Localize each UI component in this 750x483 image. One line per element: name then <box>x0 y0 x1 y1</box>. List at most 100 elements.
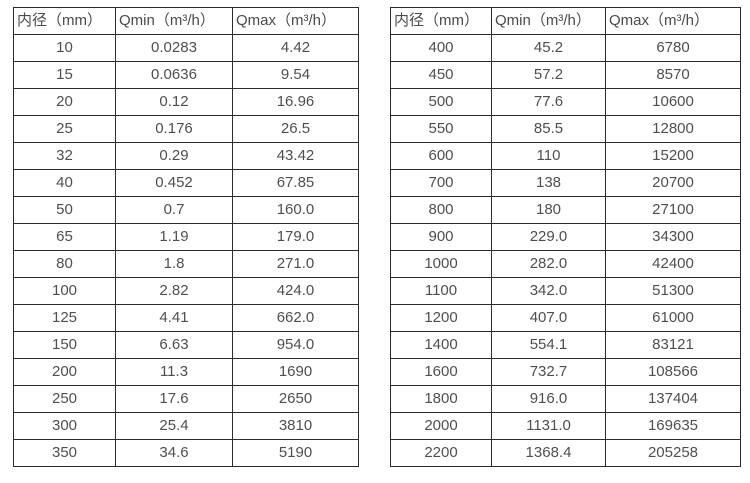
table-cell: 83121 <box>605 331 741 359</box>
table-row: 400 45.2 6780 <box>390 34 741 62</box>
table-cell: 65 <box>13 223 116 251</box>
table-cell: 2.82 <box>115 277 233 305</box>
table-row: 250 17.6 2650 <box>13 385 359 413</box>
table-cell: 20 <box>13 88 116 116</box>
table-cell: 1131.0 <box>491 412 606 440</box>
table-row: 1100 342.0 51300 <box>390 277 741 305</box>
table-cell: 1.8 <box>115 250 233 278</box>
flow-table-large-diameters: 内径（mm） Qmin（m³/h） Qmax（m³/h） 400 45.2 6780 45… <box>390 7 741 467</box>
table-cell: 85.5 <box>491 115 606 143</box>
table-cell: 12800 <box>605 115 741 143</box>
table-cell: 50 <box>13 196 116 224</box>
table-cell: 205258 <box>605 439 741 467</box>
table-row: 125 4.41 662.0 <box>13 304 359 332</box>
table-row: 600 110 15200 <box>390 142 741 170</box>
table-cell: 900 <box>390 223 492 251</box>
table-row: 80 1.8 271.0 <box>13 250 359 278</box>
column-header: Qmin（m³/h） <box>491 7 606 35</box>
table-cell: 1000 <box>390 250 492 278</box>
column-header: Qmin（m³/h） <box>115 7 233 35</box>
table-cell: 8570 <box>605 61 741 89</box>
table-cell: 17.6 <box>115 385 233 413</box>
table-row: 25 0.176 26.5 <box>13 115 359 143</box>
table-row: 350 34.6 5190 <box>13 439 359 467</box>
table-cell: 10600 <box>605 88 741 116</box>
table-cell: 27100 <box>605 196 741 224</box>
table-cell: 1690 <box>232 358 359 386</box>
table-cell: 424.0 <box>232 277 359 305</box>
table-cell: 125 <box>13 304 116 332</box>
table-cell: 110 <box>491 142 606 170</box>
table-cell: 20700 <box>605 169 741 197</box>
table-cell: 300 <box>13 412 116 440</box>
table-cell: 34300 <box>605 223 741 251</box>
table-cell: 25.4 <box>115 412 233 440</box>
table-row: 450 57.2 8570 <box>390 61 741 89</box>
table-cell: 160.0 <box>232 196 359 224</box>
table-cell: 67.85 <box>232 169 359 197</box>
table-row: 1600 732.7 108566 <box>390 358 741 386</box>
table-cell: 51300 <box>605 277 741 305</box>
table-cell: 550 <box>390 115 492 143</box>
table-cell: 16.96 <box>232 88 359 116</box>
table-cell: 9.54 <box>232 61 359 89</box>
table-cell: 5190 <box>232 439 359 467</box>
column-header: Qmax（m³/h） <box>232 7 359 35</box>
table-cell: 1800 <box>390 385 492 413</box>
table-cell: 150 <box>13 331 116 359</box>
table-cell: 0.29 <box>115 142 233 170</box>
table-cell: 169635 <box>605 412 741 440</box>
table-cell: 282.0 <box>491 250 606 278</box>
table-cell: 450 <box>390 61 492 89</box>
table-row: 500 77.6 10600 <box>390 88 741 116</box>
table-row: 1200 407.0 61000 <box>390 304 741 332</box>
table-cell: 6780 <box>605 34 741 62</box>
table-cell: 400 <box>390 34 492 62</box>
table-cell: 34.6 <box>115 439 233 467</box>
table-cell: 42400 <box>605 250 741 278</box>
table-cell: 45.2 <box>491 34 606 62</box>
table-cell: 40 <box>13 169 116 197</box>
table-cell: 2200 <box>390 439 492 467</box>
table-cell: 0.12 <box>115 88 233 116</box>
table-cell: 662.0 <box>232 304 359 332</box>
table-cell: 32 <box>13 142 116 170</box>
table-row: 900 229.0 34300 <box>390 223 741 251</box>
table-row: 50 0.7 160.0 <box>13 196 359 224</box>
table-cell: 1200 <box>390 304 492 332</box>
table-cell: 600 <box>390 142 492 170</box>
table-row: 32 0.29 43.42 <box>13 142 359 170</box>
table-cell: 4.42 <box>232 34 359 62</box>
table-cell: 1.19 <box>115 223 233 251</box>
column-header: 内径（mm） <box>390 7 492 35</box>
table-cell: 342.0 <box>491 277 606 305</box>
table-row: 1000 282.0 42400 <box>390 250 741 278</box>
table-cell: 61000 <box>605 304 741 332</box>
table-cell: 407.0 <box>491 304 606 332</box>
table-row: 300 25.4 3810 <box>13 412 359 440</box>
column-header: 内径（mm） <box>13 7 116 35</box>
table-cell: 80 <box>13 250 116 278</box>
table-row: 2000 1131.0 169635 <box>390 412 741 440</box>
table-row: 65 1.19 179.0 <box>13 223 359 251</box>
table-row: 15 0.0636 9.54 <box>13 61 359 89</box>
table-cell: 6.63 <box>115 331 233 359</box>
table-cell: 250 <box>13 385 116 413</box>
table-cell: 100 <box>13 277 116 305</box>
table-cell: 2650 <box>232 385 359 413</box>
table-cell: 0.176 <box>115 115 233 143</box>
table-row: 200 11.3 1690 <box>13 358 359 386</box>
table-cell: 3810 <box>232 412 359 440</box>
table-cell: 916.0 <box>491 385 606 413</box>
table-cell: 350 <box>13 439 116 467</box>
table-cell: 800 <box>390 196 492 224</box>
table-cell: 10 <box>13 34 116 62</box>
table-cell: 4.41 <box>115 304 233 332</box>
table-cell: 0.0283 <box>115 34 233 62</box>
table-cell: 500 <box>390 88 492 116</box>
table-row: 40 0.452 67.85 <box>13 169 359 197</box>
table-cell: 0.452 <box>115 169 233 197</box>
table-row: 10 0.0283 4.42 <box>13 34 359 62</box>
table-cell: 2000 <box>390 412 492 440</box>
